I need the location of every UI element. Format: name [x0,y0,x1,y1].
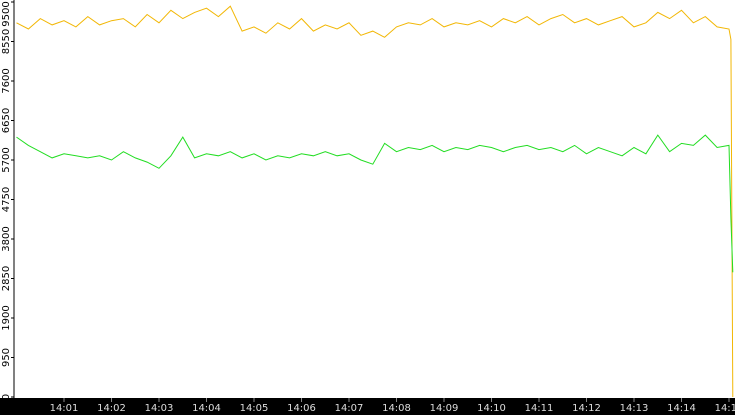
y-tick-label: 9500 [1,1,12,26]
x-tick-label: 14:08 [382,403,411,414]
x-tick-label: 14:15 [715,403,735,414]
x-tick-label: 14:11 [525,403,554,414]
x-tick-label: 14:12 [572,403,601,414]
y-tick-label: 7600 [1,68,12,93]
series-line [16,134,734,273]
x-tick-label: 14:07 [335,403,364,414]
x-tick-label: 14:03 [145,403,174,414]
x-tick-label: 14:05 [240,403,269,414]
x-tick-label: 14:13 [620,403,649,414]
x-axis-strip [0,398,735,415]
y-tick-label: 2850 [1,266,12,291]
y-tick-label: 5700 [1,147,12,172]
y-tick-label: 0 [1,394,12,400]
y-tick-label: 8550 [1,29,12,54]
y-tick-label: 1900 [1,305,12,330]
x-tick-label: 14:01 [50,403,79,414]
y-tick-label: 950 [1,348,12,367]
x-tick-label: 14:02 [97,403,126,414]
x-tick-label: 14:09 [430,403,459,414]
y-tick-label: 6650 [1,108,12,133]
series-line [16,5,734,398]
y-tick-label: 4750 [1,187,12,212]
x-tick-label: 14:10 [477,403,506,414]
x-tick-label: 14:06 [287,403,316,414]
y-tick-label: 3800 [1,226,12,251]
x-tick-label: 14:04 [192,403,221,414]
x-tick-label: 14:14 [667,403,696,414]
